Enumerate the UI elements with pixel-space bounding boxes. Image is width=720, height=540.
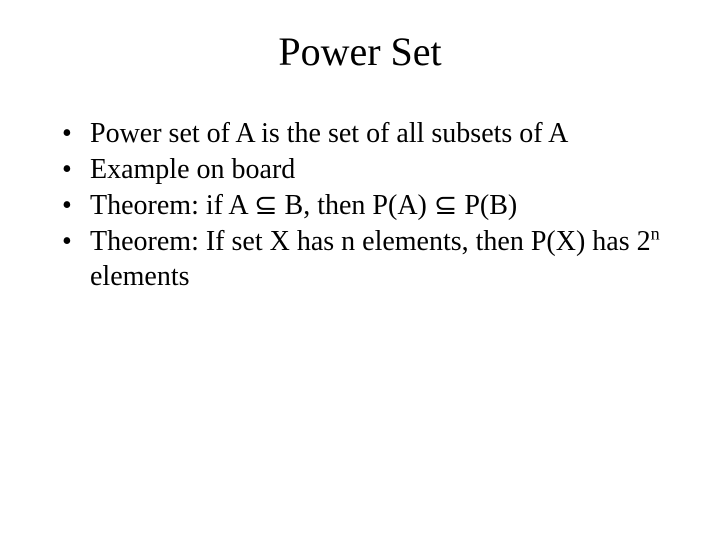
bullet-text: P(B) <box>457 190 517 221</box>
superscript-text: n <box>651 224 660 244</box>
bullet-item: Theorem: If set X has n elements, then P… <box>62 225 680 293</box>
slide-title: Power Set <box>40 28 680 75</box>
bullet-item: Power set of A is the set of all subsets… <box>62 117 680 151</box>
bullet-item: Example on board <box>62 153 680 187</box>
bullet-text: Theorem: If set X has n elements, then P… <box>90 226 651 257</box>
bullet-list: Power set of A is the set of all subsets… <box>40 117 680 294</box>
bullet-text: B, then P(A) <box>278 190 434 221</box>
bullet-text: Theorem: if A <box>90 190 254 221</box>
bullet-text: Example on board <box>90 154 295 185</box>
subset-symbol: ⊆ <box>254 190 277 221</box>
bullet-text: elements <box>90 261 190 292</box>
bullet-item: Theorem: if A ⊆ B, then P(A) ⊆ P(B) <box>62 189 680 223</box>
bullet-text: Power set of A is the set of all subsets… <box>90 118 568 149</box>
slide: Power Set Power set of A is the set of a… <box>0 0 720 540</box>
subset-symbol: ⊆ <box>434 190 457 221</box>
